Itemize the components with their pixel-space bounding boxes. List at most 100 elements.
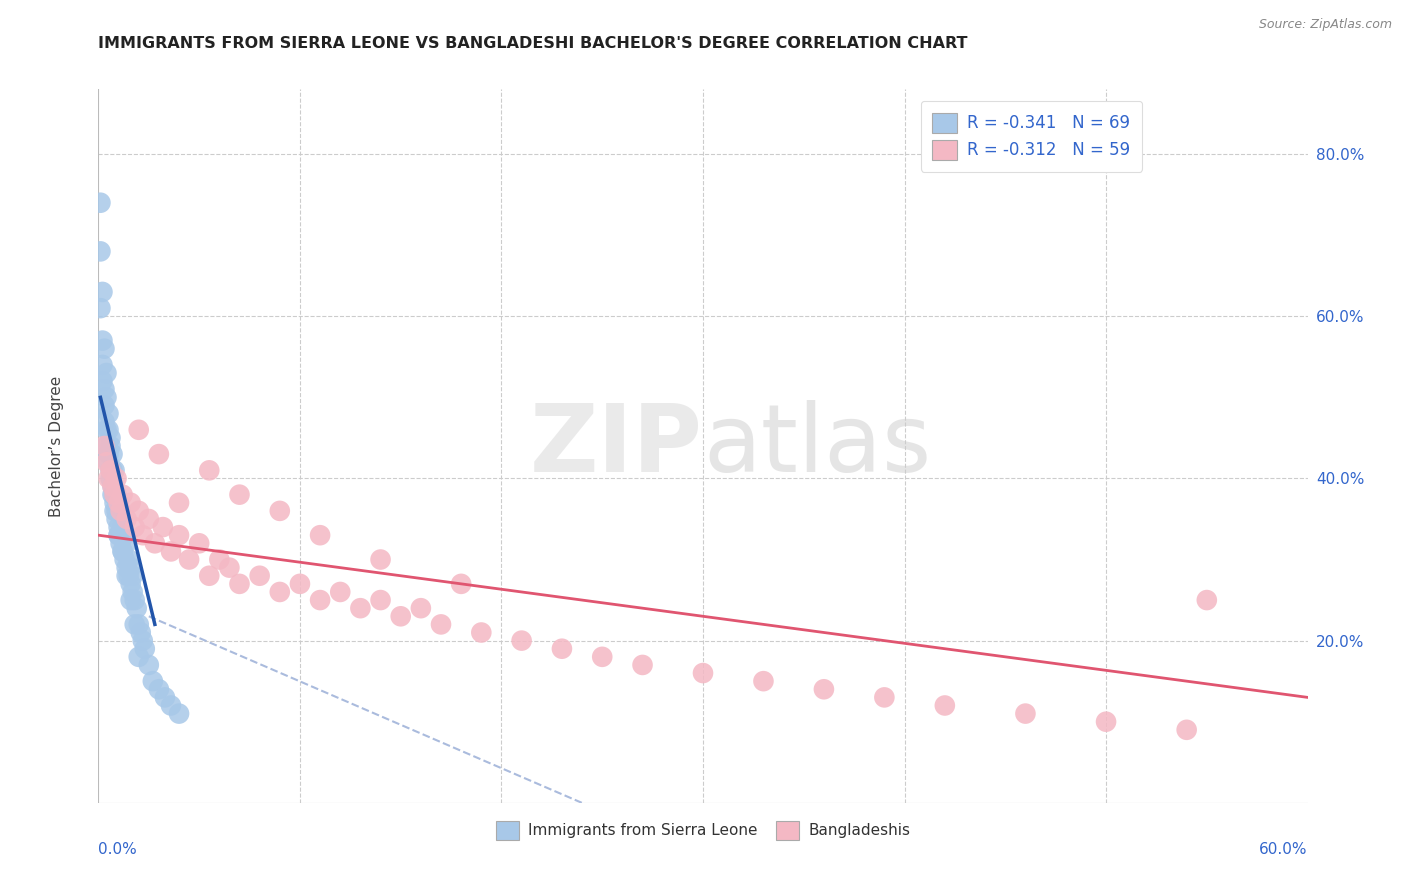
Point	[873, 690, 896, 705]
Point	[100, 431, 122, 445]
Point	[329, 585, 352, 599]
Point	[91, 334, 114, 348]
Point	[111, 544, 134, 558]
Point	[93, 399, 115, 413]
Point	[103, 504, 125, 518]
Point	[115, 536, 138, 550]
Point	[107, 520, 129, 534]
Point	[551, 641, 574, 656]
Point	[198, 568, 221, 582]
Point	[97, 447, 120, 461]
Point	[100, 439, 122, 453]
Point	[114, 552, 136, 566]
Point	[128, 504, 150, 518]
Point	[97, 407, 120, 421]
Point	[349, 601, 371, 615]
Point	[370, 552, 392, 566]
Text: IMMIGRANTS FROM SIERRA LEONE VS BANGLADESHI BACHELOR'S DEGREE CORRELATION CHART: IMMIGRANTS FROM SIERRA LEONE VS BANGLADE…	[98, 36, 967, 51]
Point	[430, 617, 453, 632]
Point	[309, 593, 332, 607]
Point	[97, 455, 120, 469]
Point	[96, 366, 118, 380]
Point	[934, 698, 956, 713]
Point	[153, 690, 176, 705]
Point	[89, 244, 111, 259]
Point	[143, 536, 166, 550]
Point	[100, 463, 122, 477]
Point	[111, 488, 134, 502]
Point	[101, 479, 124, 493]
Point	[97, 471, 120, 485]
Point	[101, 463, 124, 477]
Point	[103, 463, 125, 477]
Point	[1095, 714, 1118, 729]
Point	[118, 552, 141, 566]
Point	[100, 463, 122, 477]
Point	[105, 488, 128, 502]
Point	[389, 609, 412, 624]
Point	[100, 471, 122, 485]
Point	[101, 447, 124, 461]
Point	[152, 520, 174, 534]
Point	[115, 560, 138, 574]
Point	[97, 423, 120, 437]
Point	[96, 455, 118, 469]
Point	[128, 649, 150, 664]
Point	[120, 496, 142, 510]
Point	[1014, 706, 1036, 721]
Point	[188, 536, 211, 550]
Point	[128, 617, 150, 632]
Point	[120, 577, 142, 591]
Point	[118, 568, 141, 582]
Point	[288, 577, 311, 591]
Point	[450, 577, 472, 591]
Point	[124, 520, 146, 534]
Point	[160, 698, 183, 713]
Point	[167, 528, 190, 542]
Point	[93, 415, 115, 429]
Point	[110, 504, 132, 518]
Point	[93, 439, 115, 453]
Point	[249, 568, 271, 582]
Point	[115, 512, 138, 526]
Text: 0.0%: 0.0%	[98, 842, 138, 857]
Text: Source: ZipAtlas.com: Source: ZipAtlas.com	[1258, 18, 1392, 31]
Point	[370, 593, 392, 607]
Point	[752, 674, 775, 689]
Point	[96, 439, 118, 453]
Point	[179, 552, 201, 566]
Point	[103, 488, 125, 502]
Point	[134, 641, 156, 656]
Point	[510, 633, 533, 648]
Point	[128, 423, 150, 437]
Point	[631, 657, 654, 672]
Point	[91, 285, 114, 299]
Point	[269, 504, 291, 518]
Point	[269, 585, 291, 599]
Point	[1195, 593, 1218, 607]
Point	[107, 496, 129, 510]
Point	[111, 520, 134, 534]
Point	[124, 617, 146, 632]
Point	[115, 568, 138, 582]
Point	[105, 512, 128, 526]
Point	[121, 585, 143, 599]
Point	[101, 479, 124, 493]
Point	[148, 447, 170, 461]
Point	[1175, 723, 1198, 737]
Point	[105, 504, 128, 518]
Point	[91, 358, 114, 372]
Text: 60.0%: 60.0%	[1260, 842, 1308, 857]
Point	[409, 601, 432, 615]
Point	[114, 528, 136, 542]
Point	[103, 496, 125, 510]
Point	[167, 706, 190, 721]
Point	[110, 536, 132, 550]
Text: ZIP: ZIP	[530, 400, 703, 492]
Legend: Immigrants from Sierra Leone, Bangladeshis: Immigrants from Sierra Leone, Bangladesh…	[486, 812, 920, 848]
Point	[120, 560, 142, 574]
Point	[93, 342, 115, 356]
Point	[89, 301, 111, 315]
Point	[107, 496, 129, 510]
Point	[813, 682, 835, 697]
